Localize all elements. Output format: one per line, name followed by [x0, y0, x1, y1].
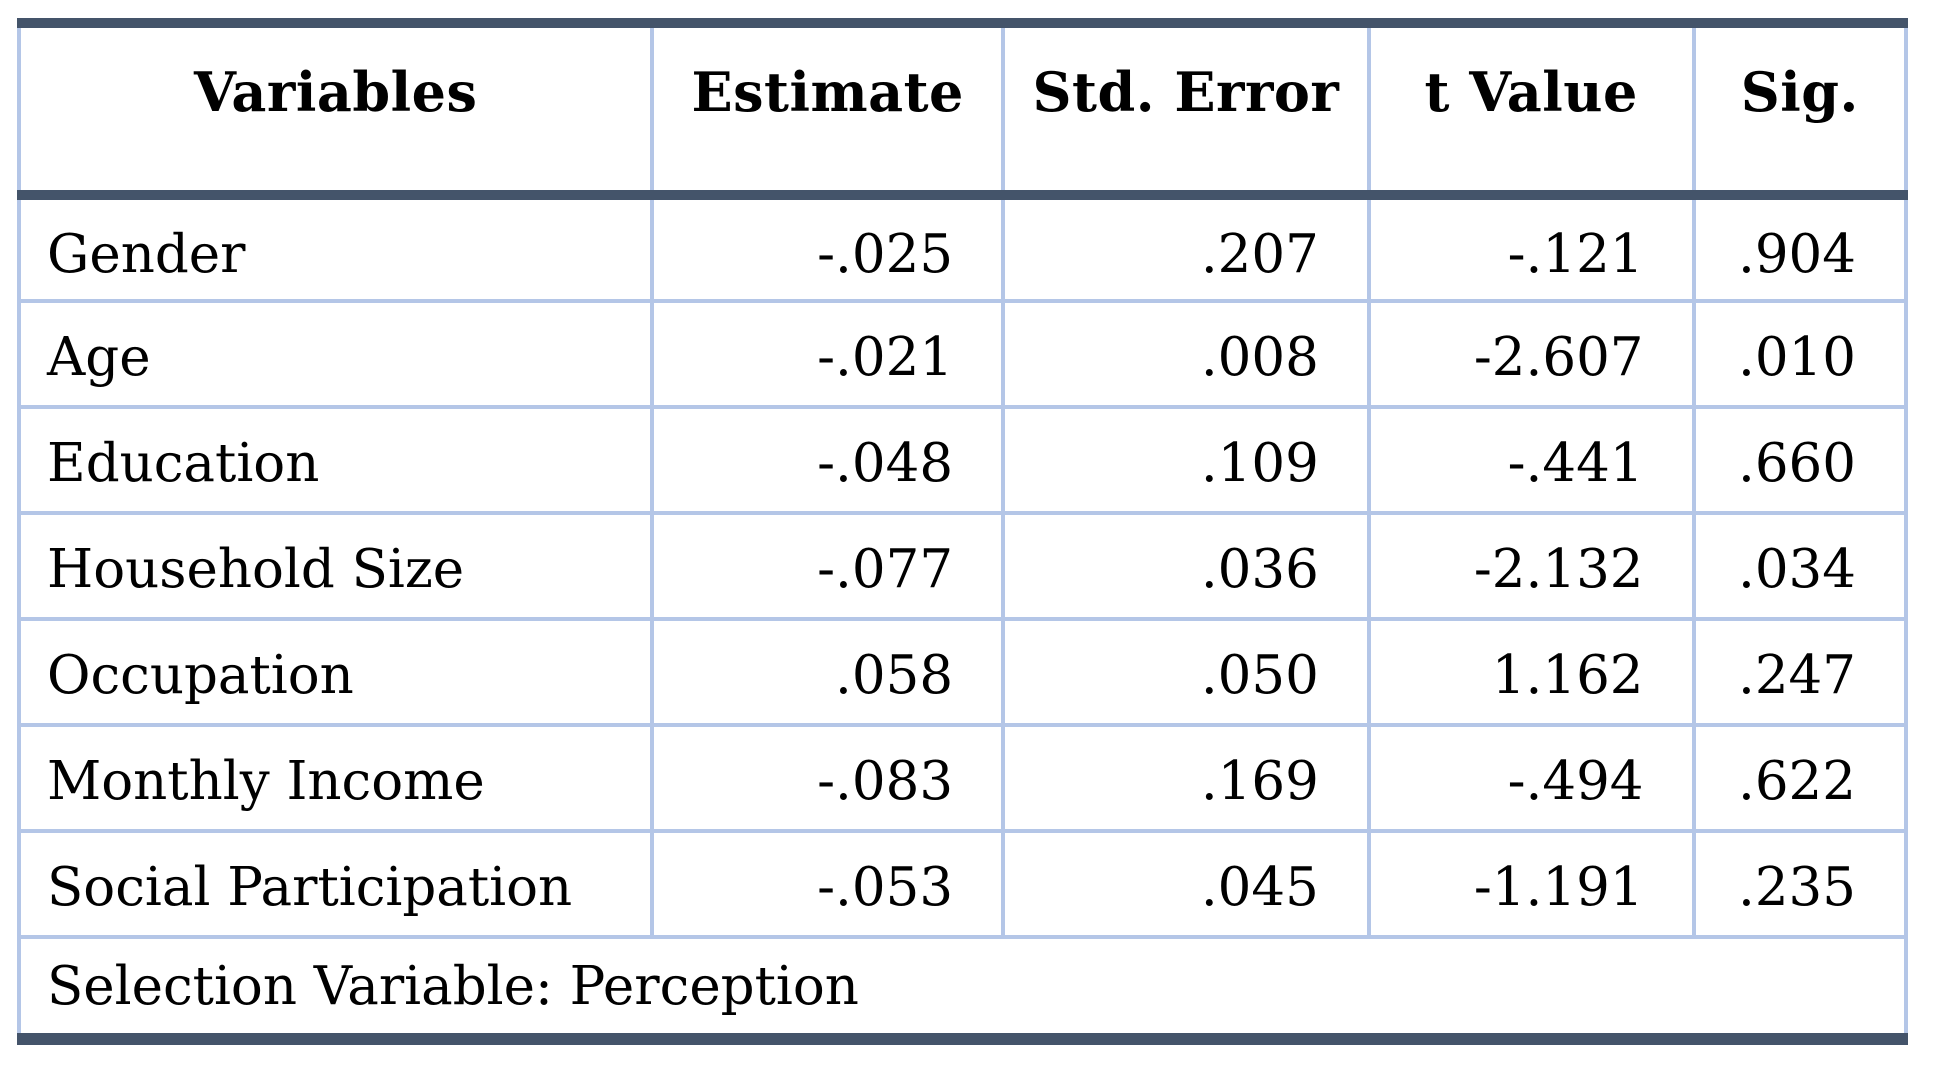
header-row: Variables Estimate Std. Error t Value Si…: [19, 23, 1906, 200]
cell-std-error: .207: [1003, 195, 1371, 303]
column-header-t-value: t Value: [1368, 23, 1696, 200]
regression-table-container: Variables Estimate Std. Error t Value Si…: [17, 18, 1908, 1045]
cell-estimate: .058: [652, 619, 1006, 727]
cell-t-value: -.441: [1368, 407, 1696, 515]
table-row-education: Education -.048 .109 -.441 .660: [19, 407, 1906, 515]
cell-std-error: .169: [1003, 725, 1371, 833]
cell-estimate: -.077: [652, 513, 1006, 621]
cell-t-value: 1.162: [1368, 619, 1696, 727]
column-header-sig: Sig.: [1693, 23, 1906, 200]
cell-sig: .235: [1693, 831, 1906, 939]
selection-variable-note: Selection Variable: Perception: [47, 955, 859, 1017]
column-header-estimate: Estimate: [652, 23, 1006, 200]
cell-t-value: -1.191: [1368, 831, 1696, 939]
table-header: Variables Estimate Std. Error t Value Si…: [19, 23, 1906, 200]
cell-std-error: .036: [1003, 513, 1371, 621]
cell-std-error: .109: [1003, 407, 1371, 515]
cell-t-value: -2.132: [1368, 513, 1696, 621]
cell-variable: Monthly Income: [19, 725, 655, 833]
cell-variable: Gender: [19, 195, 655, 303]
table-row-social-participation: Social Participation -.053 .045 -1.191 .…: [19, 831, 1906, 939]
cell-sig: .622: [1693, 725, 1906, 833]
cell-variable: Social Participation: [19, 831, 655, 939]
cell-variable: Education: [19, 407, 655, 515]
cell-t-value: -.494: [1368, 725, 1696, 833]
cell-variable: Household Size: [19, 513, 655, 621]
cell-std-error: .050: [1003, 619, 1371, 727]
table-row-age: Age -.021 .008 -2.607 .010: [19, 301, 1906, 409]
cell-sig: .247: [1693, 619, 1906, 727]
column-header-variables: Variables: [19, 23, 655, 200]
cell-sig: .010: [1693, 301, 1906, 409]
cell-estimate: -.083: [652, 725, 1006, 833]
cell-sig: .904: [1693, 195, 1906, 303]
cell-t-value: -2.607: [1368, 301, 1696, 409]
table-footer: Selection Variable: Perception: [19, 937, 1906, 1039]
cell-std-error: .008: [1003, 301, 1371, 409]
cell-sig: .660: [1693, 407, 1906, 515]
cell-variable: Occupation: [19, 619, 655, 727]
table-row-monthly-income: Monthly Income -.083 .169 -.494 .622: [19, 725, 1906, 833]
cell-sig: .034: [1693, 513, 1906, 621]
cell-estimate: -.053: [652, 831, 1006, 939]
cell-estimate: -.025: [652, 195, 1006, 303]
column-header-std-error: Std. Error: [1003, 23, 1371, 200]
table-body: Gender -.025 .207 -.121 .904 Age -.021 .…: [19, 195, 1906, 939]
cell-estimate: -.048: [652, 407, 1006, 515]
cell-t-value: -.121: [1368, 195, 1696, 303]
cell-std-error: .045: [1003, 831, 1371, 939]
footer-row: Selection Variable: Perception: [19, 937, 1906, 1039]
cell-estimate: -.021: [652, 301, 1006, 409]
regression-results-table: Variables Estimate Std. Error t Value Si…: [17, 18, 1908, 1045]
table-row-occupation: Occupation .058 .050 1.162 .247: [19, 619, 1906, 727]
cell-variable: Age: [19, 301, 655, 409]
table-row-gender: Gender -.025 .207 -.121 .904: [19, 195, 1906, 303]
table-row-household-size: Household Size -.077 .036 -2.132 .034: [19, 513, 1906, 621]
